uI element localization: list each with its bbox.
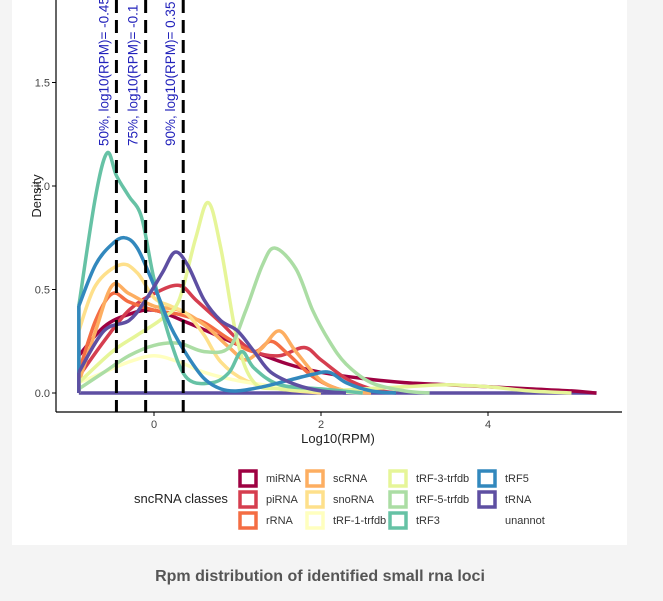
legend-label-tRF3: tRF3 — [416, 515, 440, 527]
percentile-label: 50%, log10(RPM)= -0.45 — [96, 0, 111, 146]
legend-label-tRF-5-trfdb: tRF-5-trfdb — [416, 494, 469, 506]
legend-key-tRF-1-trfdb — [305, 511, 325, 530]
y-tick-label: 0.0 — [35, 388, 50, 400]
legend-label-miRNA: miRNA — [266, 473, 301, 485]
percentile-label: 75%, log10(RPM)= -0.1 — [126, 5, 141, 146]
legend-key-rRNA — [238, 511, 258, 530]
figure-caption: Rpm distribution of identified small rna… — [155, 568, 485, 585]
legend-title: sncRNA classes — [134, 491, 228, 506]
legend-label-piRNA: piRNA — [266, 494, 298, 506]
percentile-lines: 50%, log10(RPM)= -0.45 75%, log10(RPM)= -… — [96, 0, 185, 412]
legend-key-snoRNA — [305, 490, 325, 509]
chart-panel: 50%, log10(RPM)= -0.45 75%, log10(RPM)= -… — [12, 0, 627, 545]
legend-label-tRF5: tRF5 — [505, 473, 529, 485]
series-curve-tRF5 — [77, 235, 397, 395]
y-axis-label: Density — [29, 174, 44, 218]
legend-label-tRF-1-trfdb: tRF-1-trfdb — [333, 515, 386, 527]
y-tick-label: 1.5 — [35, 78, 50, 90]
legend-label-tRNA: tRNA — [505, 494, 532, 506]
series-curve-tRF-3-trfdb — [77, 200, 572, 395]
percentile-label: 90%, log10(RPM)= 0.35 — [163, 2, 178, 146]
legend-key-tRF-5-trfdb — [388, 490, 408, 509]
legend-key-piRNA — [238, 490, 258, 509]
legend-label-scRNA: scRNA — [333, 473, 368, 485]
legend: miRNA piRNA rRNA scRNA snoRNA tRF-1-trfdb tRF-… — [238, 469, 545, 530]
legend-label-rRNA: rRNA — [266, 515, 294, 527]
legend-label-snoRNA: snoRNA — [333, 494, 375, 506]
legend-key-scRNA — [305, 469, 325, 488]
density-curves — [77, 150, 597, 395]
y-tick-label: 1.0 — [35, 181, 50, 193]
x-tick-label: 2 — [318, 419, 324, 431]
legend-key-tRF5 — [477, 469, 497, 488]
legend-key-tRNA — [477, 490, 497, 509]
legend-key-miRNA — [238, 469, 258, 488]
x-tick-label: 0 — [151, 419, 157, 431]
x-axis-label: Log10(RPM) — [301, 431, 375, 446]
series-curve-tRF3 — [77, 150, 363, 395]
legend-label-unannot: unannot — [505, 515, 545, 527]
x-ticks: 0 2 4 — [151, 412, 491, 431]
x-tick-label: 4 — [485, 419, 491, 431]
legend-key-tRF-3-trfdb — [388, 469, 408, 488]
density-chart: 50%, log10(RPM)= -0.45 75%, log10(RPM)= -… — [29, 0, 622, 530]
legend-label-tRF-3-trfdb: tRF-3-trfdb — [416, 473, 469, 485]
y-tick-label: 0.5 — [35, 285, 50, 297]
series-curve-tRNA — [77, 250, 347, 395]
legend-key-tRF3 — [388, 511, 408, 530]
y-ticks: 0.0 0.5 1.0 1.5 — [35, 78, 56, 400]
